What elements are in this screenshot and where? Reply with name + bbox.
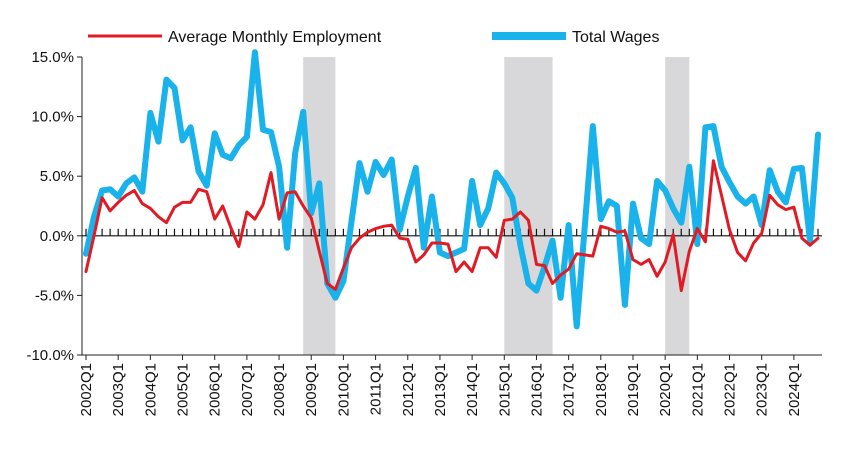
y-ticks: 15.0% 10.0% 5.0% 0.0% -5.0% -10.0% — [26, 49, 82, 364]
x-tick-label: 2006Q1 — [207, 363, 224, 416]
y-tick-label: -10.0% — [26, 347, 74, 364]
x-tick-label: 2013Q1 — [432, 363, 449, 416]
x-tick-label: 2014Q1 — [464, 363, 481, 416]
y-tick-label: -5.0% — [35, 287, 74, 304]
x-tick-label: 2010Q1 — [335, 363, 352, 416]
x-ticks: 2002Q1 2003Q1 2004Q1 2005Q1 2006Q1 2007Q1 2008… — [78, 355, 803, 416]
zero-baseline — [82, 228, 822, 237]
x-tick-label: 2007Q1 — [239, 363, 256, 416]
x-tick-label: 2015Q1 — [496, 363, 513, 416]
x-tick-label: 2024Q1 — [786, 363, 803, 416]
x-tick-label: 2003Q1 — [110, 363, 127, 416]
x-tick-label: 2020Q1 — [657, 363, 674, 416]
y-tick-label: 15.0% — [31, 49, 74, 66]
legend-label-employment: Average Monthly Employment — [168, 29, 382, 46]
x-tick-label: 2018Q1 — [593, 363, 610, 416]
x-tick-label: 2004Q1 — [142, 363, 159, 416]
x-tick-label: 2023Q1 — [754, 363, 771, 416]
x-tick-label: 2021Q1 — [689, 363, 706, 416]
x-tick-label: 2022Q1 — [722, 363, 739, 416]
x-tick-label: 2019Q1 — [625, 363, 642, 416]
x-tick-label: 2009Q1 — [303, 363, 320, 416]
x-tick-label: 2017Q1 — [561, 363, 578, 416]
legend-label-wages: Total Wages — [572, 29, 659, 46]
legend: Average Monthly Employment Total Wages — [88, 29, 659, 46]
axes: 15.0% 10.0% 5.0% 0.0% -5.0% -10.0% 2002Q1 2003… — [26, 49, 822, 416]
series-line-employment — [84, 159, 820, 293]
series-line-wages — [83, 49, 821, 330]
x-tick-label: 2016Q1 — [528, 363, 545, 416]
y-tick-label: 10.0% — [31, 109, 74, 126]
y-tick-label: 5.0% — [40, 168, 74, 185]
y-tick-label: 0.0% — [40, 228, 74, 245]
x-tick-label: 2002Q1 — [78, 363, 95, 416]
series-lines — [83, 49, 821, 330]
x-tick-label: 2005Q1 — [175, 363, 192, 416]
x-tick-label: 2011Q1 — [368, 363, 385, 415]
x-tick-label: 2008Q1 — [271, 363, 288, 416]
x-tick-label: 2012Q1 — [400, 363, 417, 416]
